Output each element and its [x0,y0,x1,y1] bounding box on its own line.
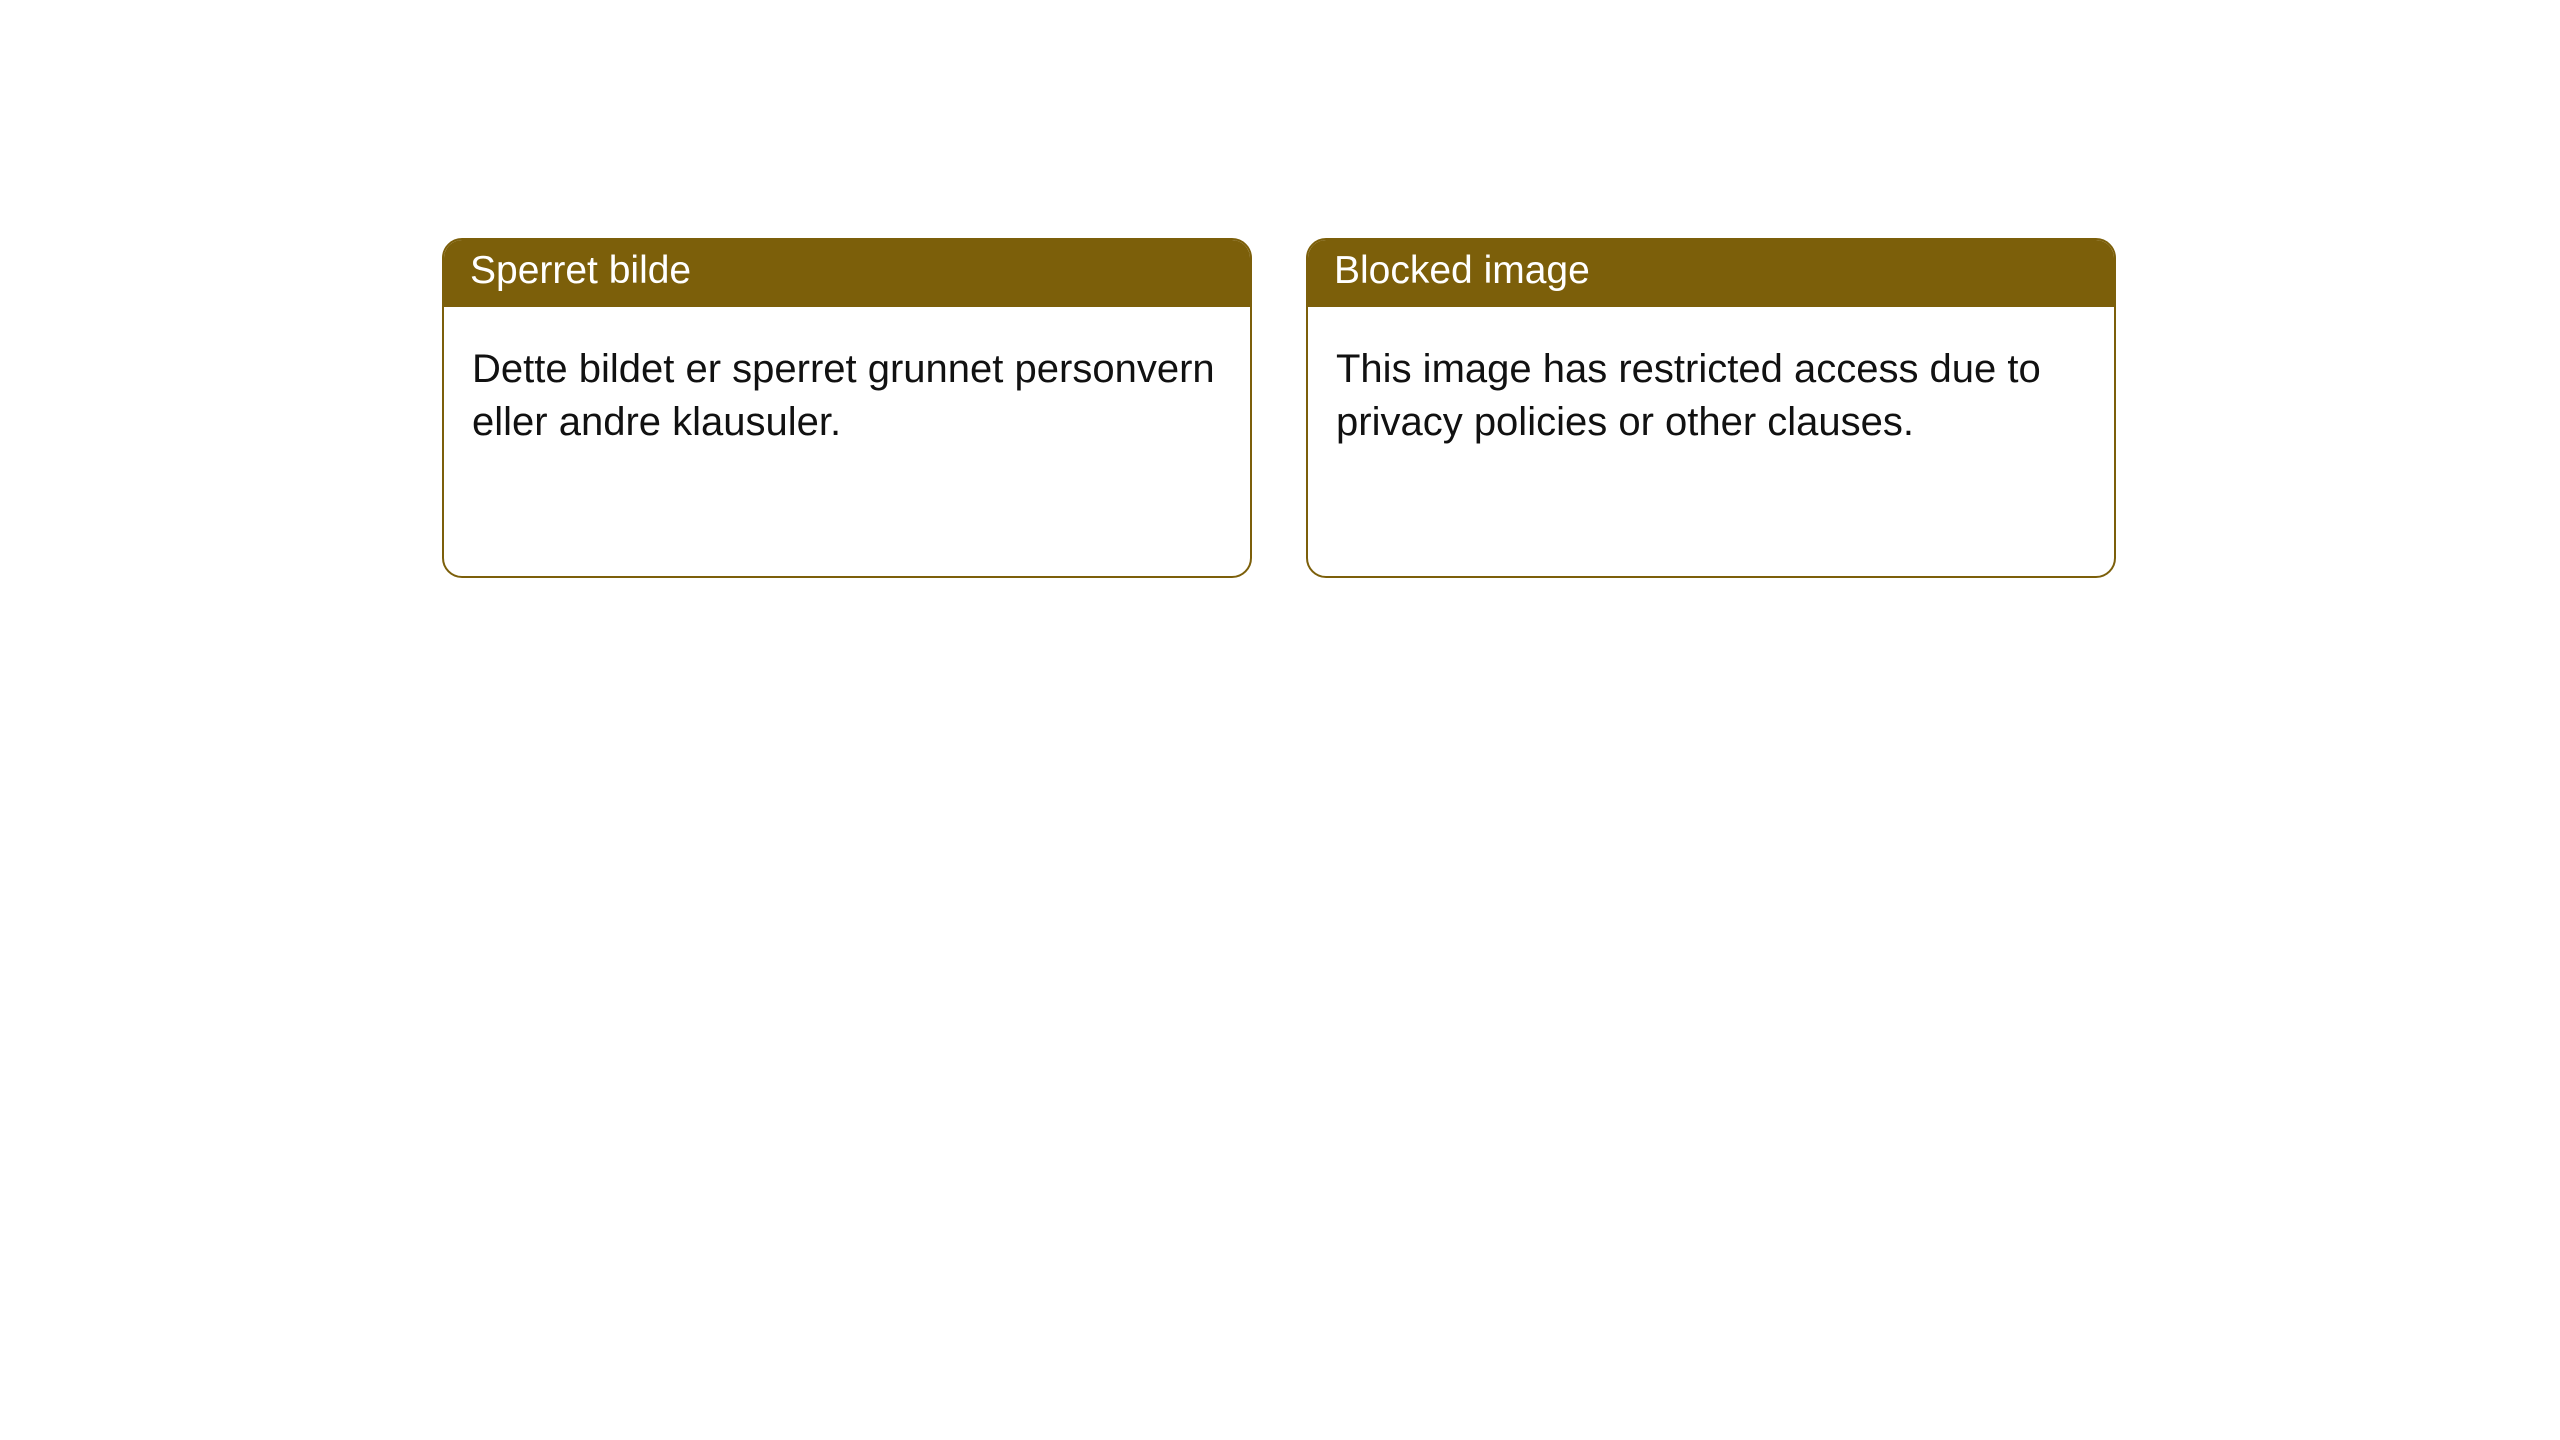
notice-message: Dette bildet er sperret grunnet personve… [472,347,1215,444]
notice-body: This image has restricted access due to … [1308,307,2114,485]
notice-title: Blocked image [1334,249,1590,292]
notice-header: Sperret bilde [444,240,1250,307]
notice-container: Sperret bilde Dette bildet er sperret gr… [0,0,2560,578]
notice-card-norwegian: Sperret bilde Dette bildet er sperret gr… [442,238,1252,578]
notice-card-english: Blocked image This image has restricted … [1306,238,2116,578]
notice-body: Dette bildet er sperret grunnet personve… [444,307,1250,485]
notice-message: This image has restricted access due to … [1336,347,2041,444]
notice-title: Sperret bilde [470,249,691,292]
notice-header: Blocked image [1308,240,2114,307]
